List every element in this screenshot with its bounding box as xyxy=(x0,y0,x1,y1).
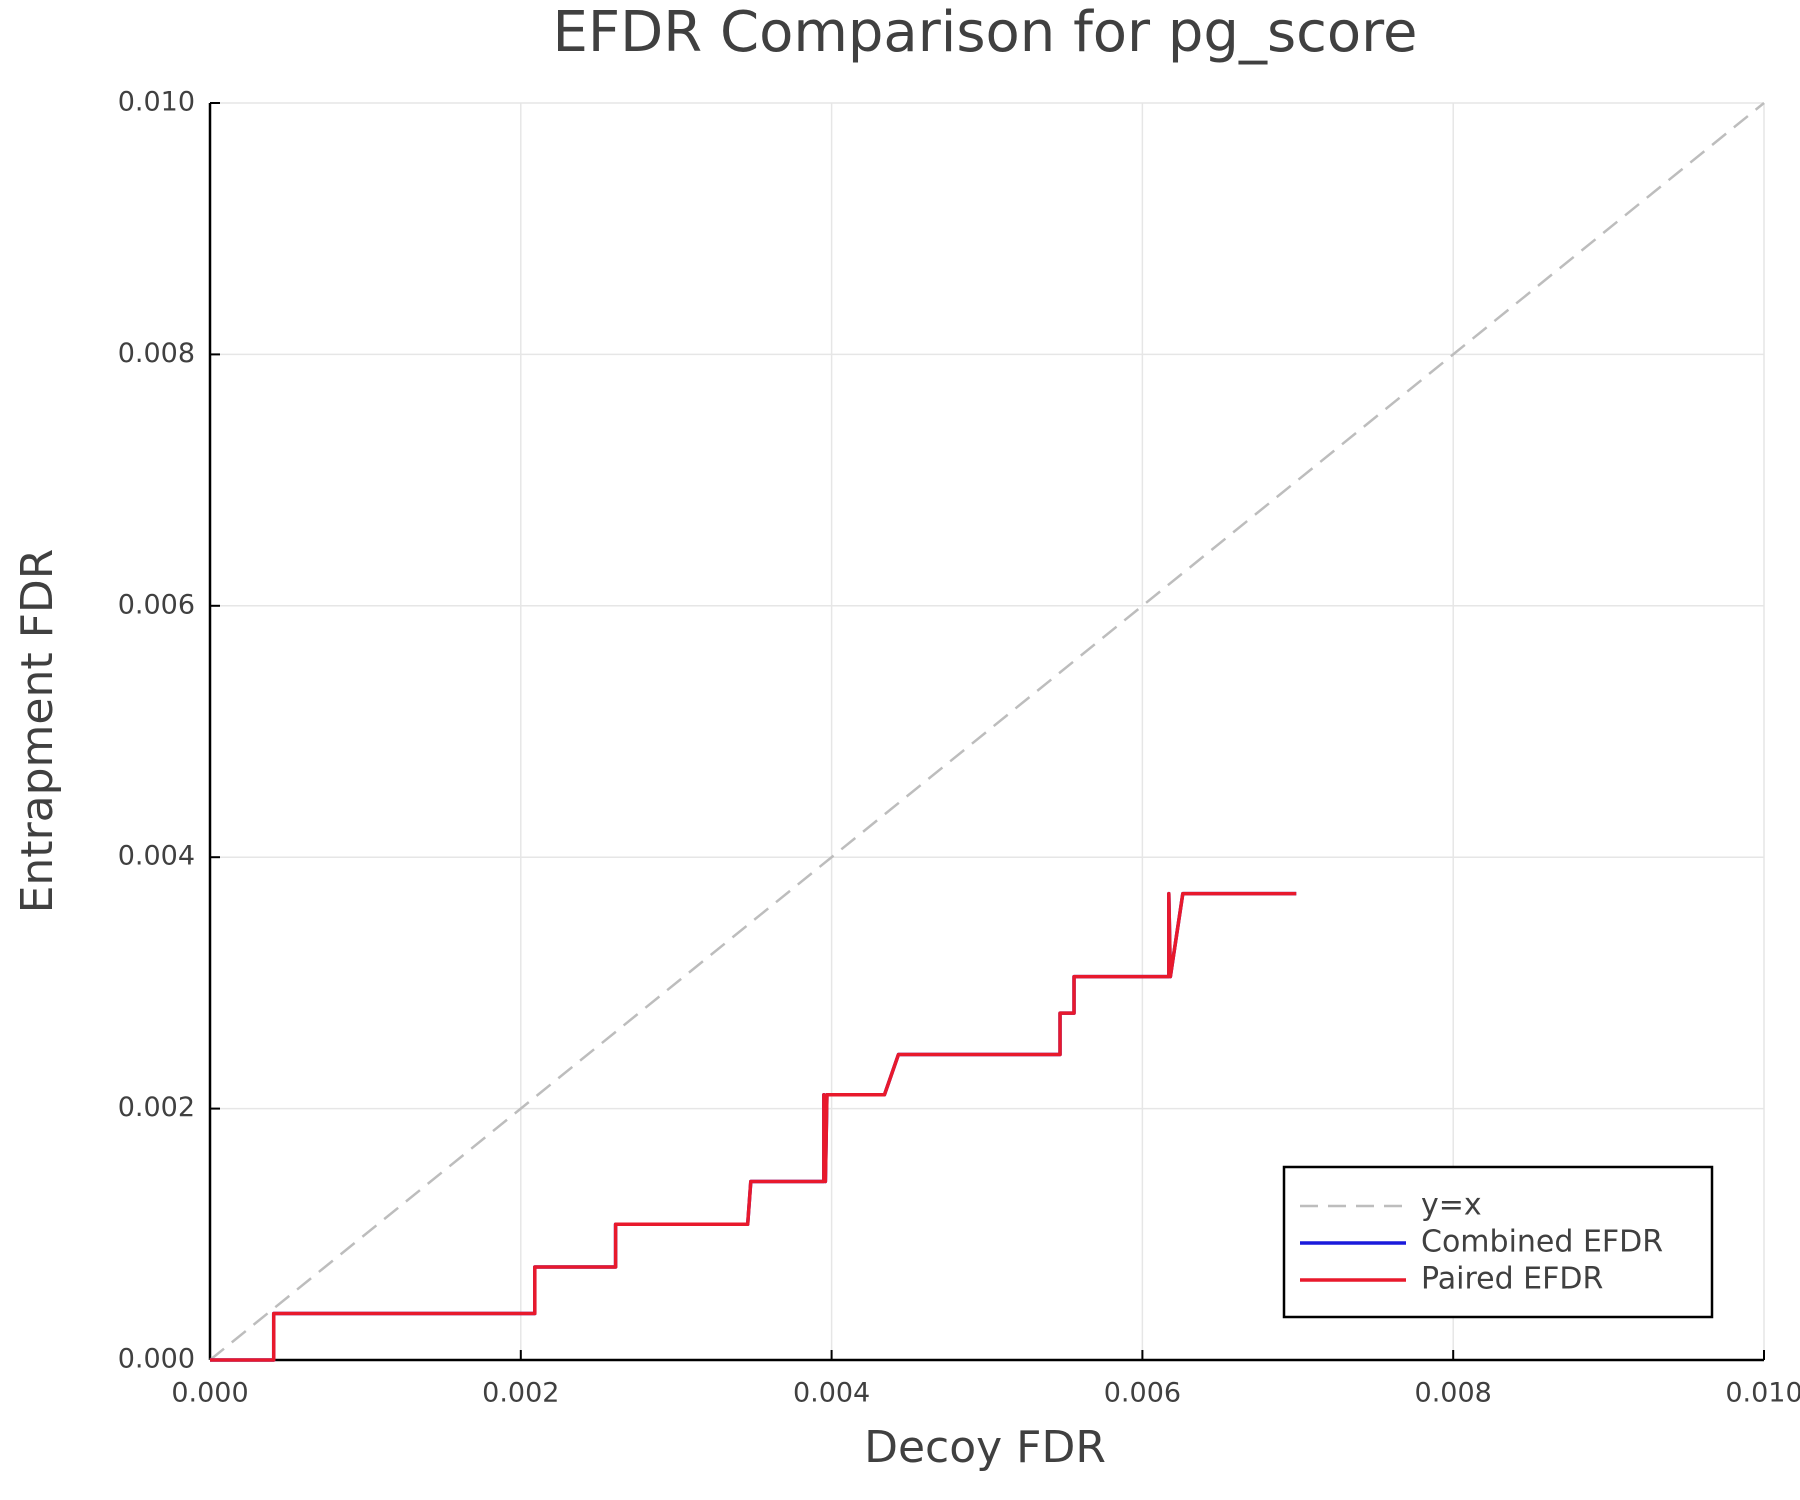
x-tick-label: 0.002 xyxy=(482,1378,559,1409)
x-tick-label: 0.000 xyxy=(171,1378,248,1409)
y-tick-label: 0.010 xyxy=(118,87,195,118)
y-tick-label: 0.002 xyxy=(118,1092,195,1123)
y-axis-title: Entrapment FDR xyxy=(12,549,63,914)
y-tick-label: 0.008 xyxy=(118,338,195,369)
x-tick-label: 0.004 xyxy=(793,1378,870,1409)
series-line xyxy=(210,891,1297,1362)
x-tick-label: 0.008 xyxy=(1415,1378,1492,1409)
series-line xyxy=(210,891,1297,1362)
y-tick-label: 0.000 xyxy=(118,1344,195,1375)
legend-label: Paired EFDR xyxy=(1421,1262,1603,1297)
series-line xyxy=(209,102,1765,1361)
y-tick-label: 0.006 xyxy=(118,589,195,620)
x-tick-label: 0.006 xyxy=(1104,1378,1181,1409)
chart-title: EFDR Comparison for pg_score xyxy=(553,0,1418,65)
legend-label: y=x xyxy=(1421,1188,1482,1223)
legend-label: Combined EFDR xyxy=(1421,1225,1663,1260)
y-tick-label: 0.004 xyxy=(118,841,195,872)
x-axis-title: Decoy FDR xyxy=(864,1422,1106,1473)
x-tick-label: 0.010 xyxy=(1725,1378,1800,1409)
